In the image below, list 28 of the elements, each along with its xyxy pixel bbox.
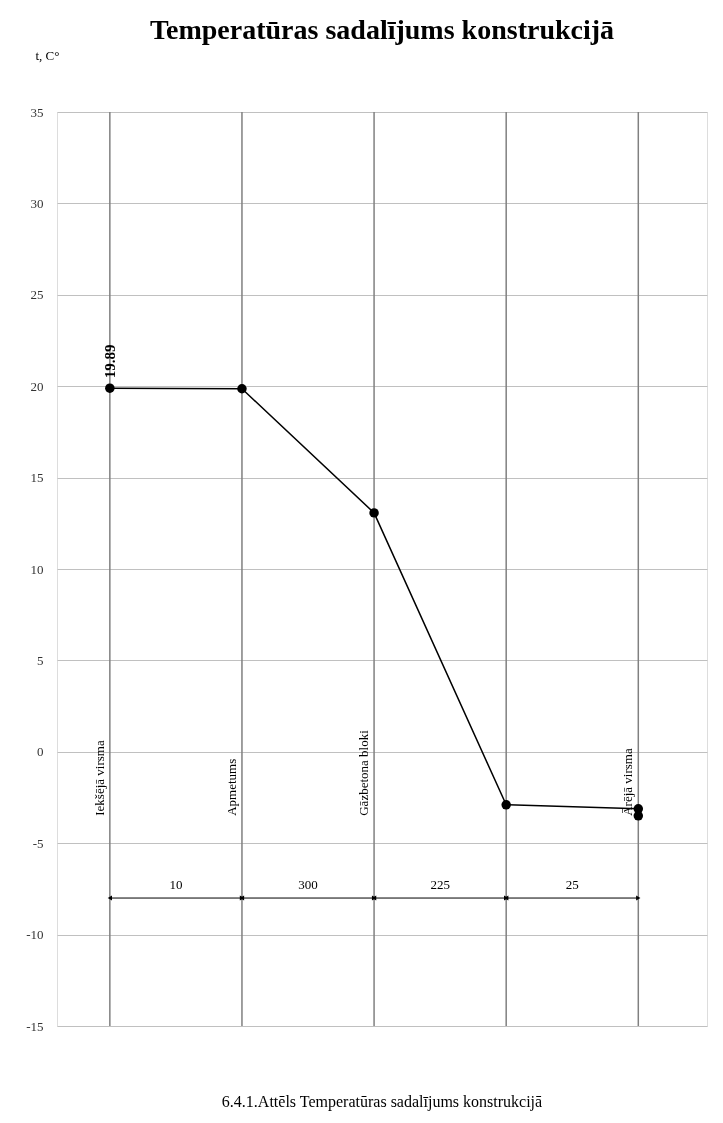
y-axis-title: t, C°: [35, 47, 60, 63]
x-tick-label: Apmetums: [223, 758, 239, 816]
point: [105, 383, 115, 393]
y-tick-label: 10: [30, 561, 44, 577]
y-tick-label: 15: [30, 470, 44, 486]
annotation: 300: [298, 877, 318, 893]
y-tick-label: -5: [32, 835, 44, 851]
data-label: 19.89: [101, 344, 118, 379]
point: [501, 800, 511, 810]
x-tick-label: Ārējā virsma: [620, 748, 636, 816]
annotation: 25: [565, 877, 579, 893]
y-tick-label: -10: [26, 927, 44, 943]
point: [633, 811, 644, 821]
text: 6.4.1.Attēls Temperatūras sadalījums konstrukcijā: [221, 1093, 543, 1111]
y-tick-label: 25: [30, 287, 44, 303]
y-tick-label: 20: [30, 378, 44, 394]
x-tick-label: Gāzbetona bloki: [356, 729, 372, 816]
x-tick-label: Iekšējā virsma: [91, 740, 107, 816]
y-tick-label: 35: [30, 104, 44, 120]
y-tick-label: 30: [30, 195, 44, 211]
annotation: 225: [430, 877, 450, 893]
chart-title: Temperatūras sadalījums konstrukcijā: [149, 14, 615, 45]
y-tick-label: 0: [37, 744, 44, 760]
point: [369, 508, 379, 518]
point: [237, 384, 247, 394]
y-tick-label: -15: [26, 1018, 44, 1034]
annotation: 10: [169, 877, 183, 893]
y-tick-label: 5: [37, 652, 44, 668]
